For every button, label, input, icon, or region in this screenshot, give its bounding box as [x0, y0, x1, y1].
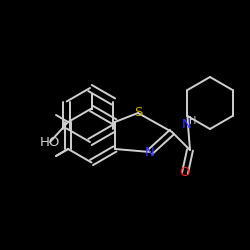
- Text: S: S: [134, 106, 142, 120]
- Text: O: O: [180, 166, 190, 179]
- Text: HO: HO: [40, 136, 60, 148]
- Text: H: H: [189, 116, 197, 126]
- Text: N: N: [182, 118, 192, 132]
- Text: N: N: [145, 146, 155, 158]
